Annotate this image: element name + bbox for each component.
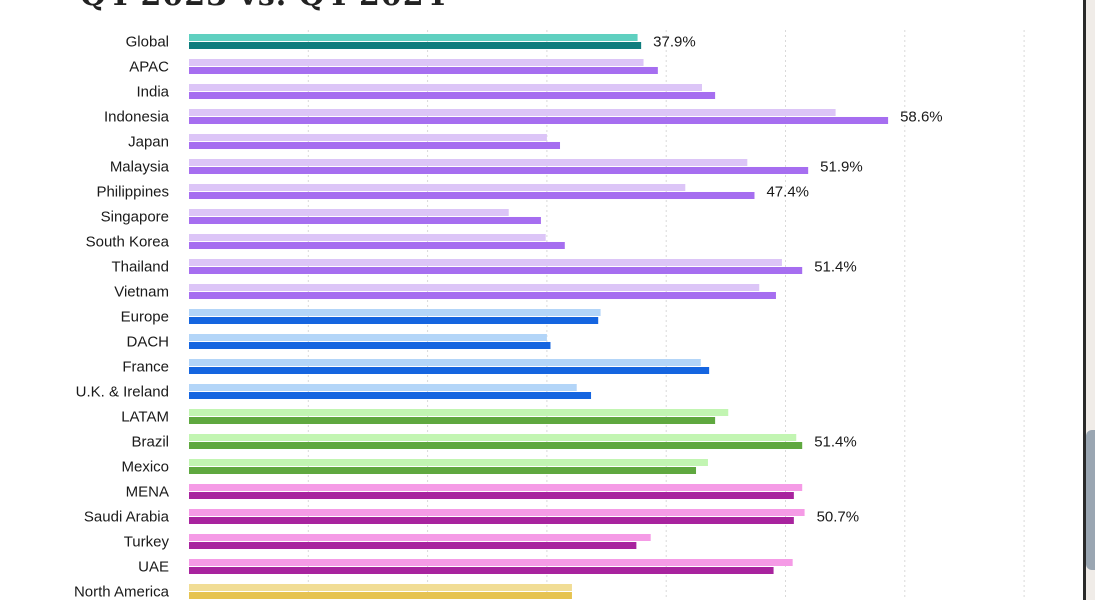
bar-series1-mena	[189, 484, 803, 491]
category-label-u-k-ireland: U.K. & Ireland	[76, 384, 169, 401]
category-label-france: France	[122, 359, 169, 376]
category-label-mena: MENA	[126, 484, 169, 501]
category-label-thailand: Thailand	[111, 259, 169, 276]
category-label-india: India	[136, 84, 169, 101]
bar-series2-indonesia	[189, 117, 889, 124]
bar-series2-thailand	[189, 267, 803, 274]
category-label-malaysia: Malaysia	[110, 159, 170, 176]
category-label-turkey: Turkey	[124, 534, 170, 551]
bar-series1-thailand	[189, 259, 782, 266]
bar-series1-u-k-ireland	[189, 384, 577, 391]
bar-series2-dach	[189, 342, 551, 349]
bar-series1-saudi-arabia	[189, 509, 805, 516]
category-label-europe: Europe	[121, 309, 169, 326]
bar-series1-south-korea	[189, 234, 546, 241]
bar-series1-vietnam	[189, 284, 760, 291]
bar-series2-vietnam	[189, 292, 776, 299]
bar-series1-latam	[189, 409, 729, 416]
bar-series2-mexico	[189, 467, 697, 474]
category-label-indonesia: Indonesia	[104, 109, 170, 126]
category-label-uae: UAE	[138, 559, 169, 576]
bar-series1-mexico	[189, 459, 708, 466]
bar-series1-france	[189, 359, 701, 366]
data-label-indonesia: 58.6%	[900, 109, 943, 126]
bar-series1-global	[189, 34, 638, 41]
category-label-saudi-arabia: Saudi Arabia	[84, 509, 170, 526]
bar-series2-apac	[189, 67, 658, 74]
category-label-apac: APAC	[129, 59, 169, 76]
bar-series2-south-korea	[189, 242, 565, 249]
bar-series2-philippines	[189, 192, 755, 199]
data-label-malaysia: 51.9%	[820, 159, 863, 176]
data-label-thailand: 51.4%	[814, 259, 857, 276]
bar-series2-malaysia	[189, 167, 809, 174]
bar-series2-global	[189, 42, 642, 49]
bar-series1-europe	[189, 309, 601, 316]
bar-series2-brazil	[189, 442, 803, 449]
bar-series1-north-america	[189, 584, 572, 591]
category-label-dach: DACH	[126, 334, 169, 351]
category-label-latam: LATAM	[121, 409, 169, 426]
adjacent-panel-edge	[1083, 0, 1095, 600]
bar-series2-singapore	[189, 217, 541, 224]
bar-series1-philippines	[189, 184, 686, 191]
data-label-saudi-arabia: 50.7%	[817, 509, 860, 526]
data-label-philippines: 47.4%	[766, 184, 809, 201]
bar-series2-saudi-arabia	[189, 517, 794, 524]
bar-series2-turkey	[189, 542, 637, 549]
category-label-vietnam: Vietnam	[114, 284, 169, 301]
category-label-singapore: Singapore	[101, 209, 169, 226]
bar-series1-singapore	[189, 209, 509, 216]
bar-series2-uae	[189, 567, 774, 574]
bar-series2-latam	[189, 417, 716, 424]
bar-series2-mena	[189, 492, 794, 499]
bar-series2-u-k-ireland	[189, 392, 592, 399]
category-label-north-america: North America	[74, 584, 170, 600]
bar-series2-north-america	[189, 592, 572, 599]
chart-title: Q4 2023 vs. Q4 2024	[80, 0, 447, 13]
bar-series1-indonesia	[189, 109, 836, 116]
bar-series1-india	[189, 84, 702, 91]
bar-series1-turkey	[189, 534, 651, 541]
bar-series2-japan	[189, 142, 561, 149]
data-label-brazil: 51.4%	[814, 434, 857, 451]
data-label-global: 37.9%	[653, 34, 696, 51]
category-label-brazil: Brazil	[131, 434, 169, 451]
category-label-south-korea: South Korea	[86, 234, 170, 251]
bar-series1-brazil	[189, 434, 797, 441]
bar-series1-dach	[189, 334, 547, 341]
bar-series2-india	[189, 92, 716, 99]
bar-series1-apac	[189, 59, 644, 66]
category-label-global: Global	[126, 34, 169, 51]
bar-series1-malaysia	[189, 159, 748, 166]
bar-series1-uae	[189, 559, 793, 566]
category-label-mexico: Mexico	[121, 459, 169, 476]
bar-series2-france	[189, 367, 710, 374]
category-label-philippines: Philippines	[96, 184, 169, 201]
bar-series2-europe	[189, 317, 599, 324]
category-label-japan: Japan	[128, 134, 169, 151]
bar-series1-japan	[189, 134, 547, 141]
